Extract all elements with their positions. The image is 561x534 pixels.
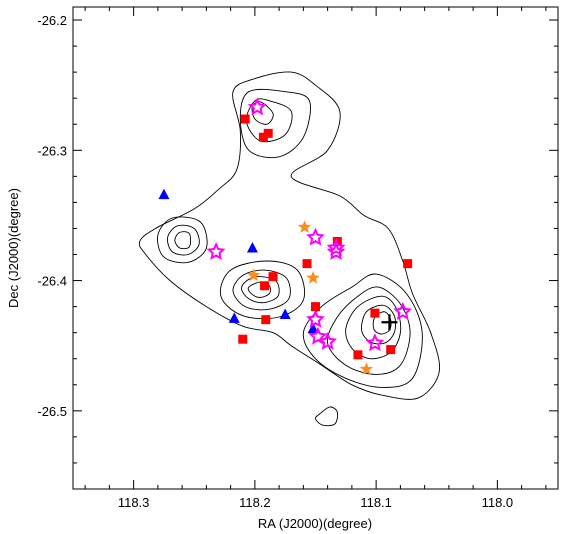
marker-layer <box>158 97 413 375</box>
square-marker <box>260 281 270 291</box>
contour-center-4 <box>241 276 280 304</box>
square-marker <box>403 259 413 269</box>
open-star-marker <box>308 326 328 345</box>
contour-west-3 <box>166 224 200 256</box>
y-tick-label: -26.3 <box>37 143 67 158</box>
square-marker <box>268 272 278 282</box>
y-axis-label: Dec (J2000)(degree) <box>6 188 21 308</box>
x-tick-label: 118.0 <box>482 495 514 510</box>
plot-frame <box>72 6 559 490</box>
x-tick-label: 118.3 <box>118 495 150 510</box>
open-star-marker <box>206 241 226 260</box>
open-star-marker <box>326 238 346 257</box>
open-star-marker <box>393 301 413 320</box>
square-marker <box>311 302 320 312</box>
star-marker <box>359 362 374 375</box>
contour-center-2 <box>219 260 306 320</box>
open-star-marker <box>306 309 325 328</box>
square-marker <box>302 259 312 269</box>
square-marker <box>238 334 248 344</box>
star-marker <box>297 220 312 233</box>
x-axis-label: RA (J2000)(degree) <box>258 516 372 531</box>
star-marker <box>306 271 320 284</box>
contour-layer <box>138 71 441 427</box>
open-star-marker <box>306 227 325 246</box>
open-star-marker <box>318 331 338 350</box>
triangle-marker <box>307 322 319 334</box>
axes: 118.3 118.2 118.1 118.0 -26.2 -26.3 -26.4 -26.5 <box>37 7 558 510</box>
triangle-marker <box>279 308 291 319</box>
star-marker <box>247 268 261 281</box>
open-star-marker <box>326 241 346 260</box>
open-star-marker <box>365 333 385 352</box>
triangle-marker <box>158 188 170 200</box>
y-tick-label: -26.2 <box>37 13 67 28</box>
contour-center-3 <box>232 269 291 311</box>
contour-center-5 <box>247 281 271 298</box>
square-marker <box>261 315 271 325</box>
square-marker <box>258 132 268 142</box>
contour-north-2 <box>239 88 311 159</box>
square-marker <box>240 114 250 124</box>
contour-se-2 <box>302 273 423 388</box>
square-marker <box>263 128 273 138</box>
contour-outer <box>138 71 441 400</box>
x-tick-label: 118.1 <box>360 495 392 510</box>
square-marker <box>353 350 363 360</box>
square-marker <box>370 308 380 318</box>
contour-west-4 <box>174 231 192 250</box>
triangle-marker <box>228 312 240 323</box>
x-tick-label: 118.2 <box>239 495 271 510</box>
square-marker <box>386 345 396 355</box>
contour-south-blob <box>315 406 339 427</box>
y-tick-label: -26.5 <box>37 404 67 419</box>
y-tick-label: -26.4 <box>37 274 67 289</box>
triangle-marker <box>246 242 258 253</box>
open-star-marker <box>247 97 267 116</box>
contour-west-2 <box>157 216 208 264</box>
plus-marker <box>381 314 398 331</box>
